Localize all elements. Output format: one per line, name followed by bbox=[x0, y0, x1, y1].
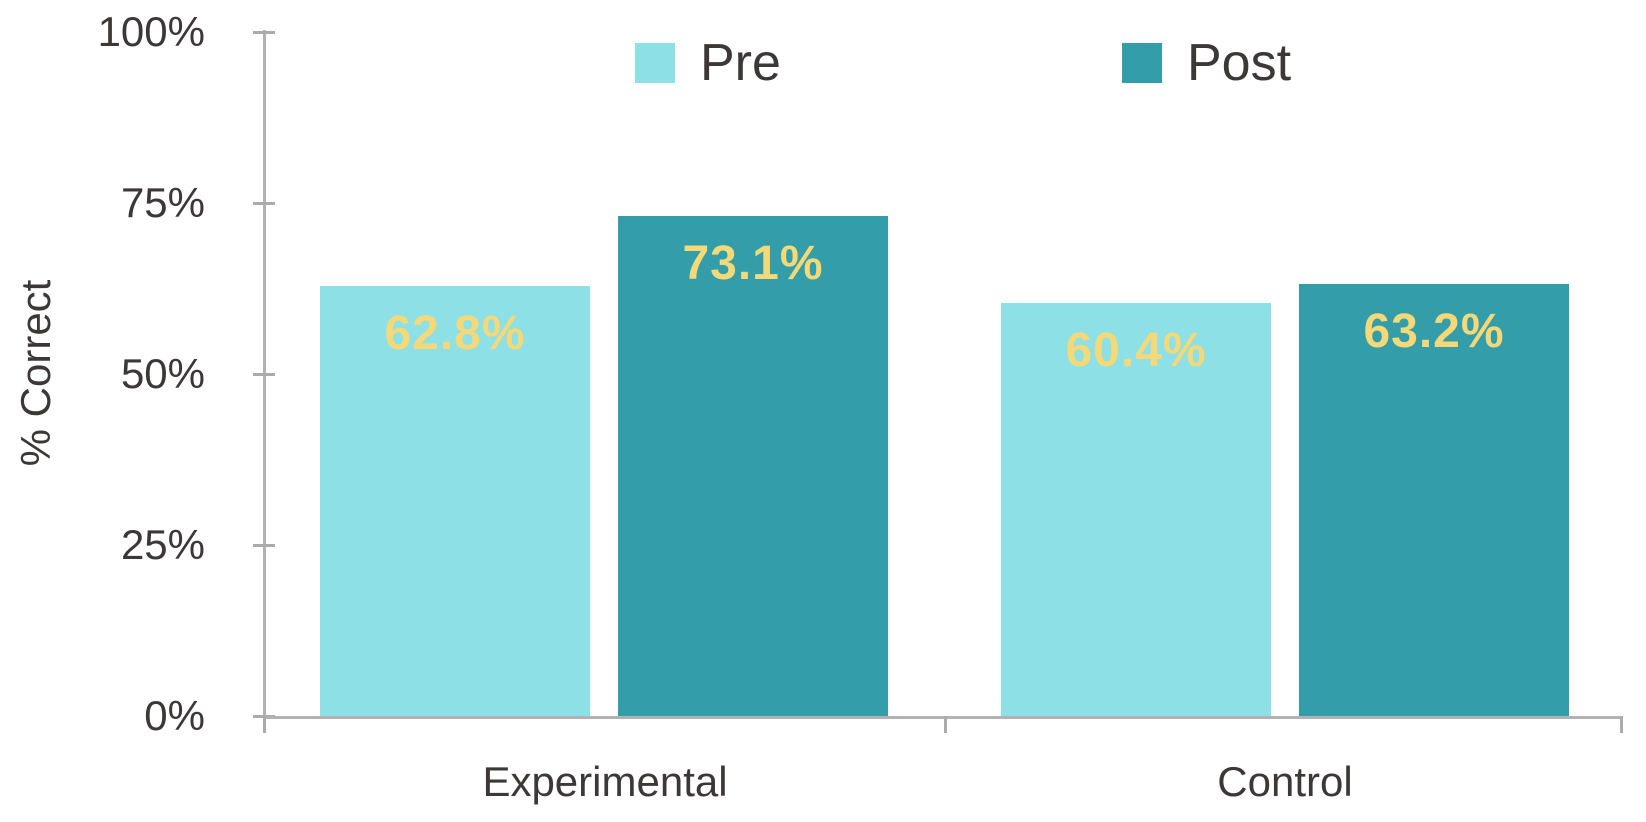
x-category-label-control: Control bbox=[1085, 760, 1485, 804]
bar-experimental-pre: 62.8% bbox=[320, 286, 590, 716]
y-tick-label-75: 75% bbox=[60, 181, 205, 225]
bar-control-post: 63.2% bbox=[1299, 284, 1569, 716]
legend-label-pre: Pre bbox=[700, 37, 781, 89]
y-tick-label-0: 0% bbox=[60, 694, 205, 738]
bar-value-label: 63.2% bbox=[1299, 304, 1569, 359]
bar-value-label: 62.8% bbox=[320, 306, 590, 361]
y-tick-mark-50 bbox=[253, 373, 275, 376]
legend-swatch-pre bbox=[635, 43, 675, 83]
y-tick-label-100: 100% bbox=[60, 10, 205, 54]
bar-experimental-post: 73.1% bbox=[618, 216, 888, 716]
x-category-label-experimental: Experimental bbox=[405, 760, 805, 804]
x-tick-mark-middle bbox=[944, 716, 947, 733]
legend-swatch-post bbox=[1122, 43, 1162, 83]
bar-control-pre: 60.4% bbox=[1001, 303, 1271, 716]
legend-label-post: Post bbox=[1187, 37, 1291, 89]
y-tick-mark-25 bbox=[253, 544, 275, 547]
y-tick-mark-75 bbox=[253, 202, 275, 205]
bar-value-label: 73.1% bbox=[618, 236, 888, 291]
bar-value-label: 60.4% bbox=[1001, 323, 1271, 378]
y-tick-label-25: 25% bbox=[60, 523, 205, 567]
y-tick-label-50: 50% bbox=[60, 352, 205, 396]
x-axis-line bbox=[263, 716, 1623, 719]
y-axis-title: % Correct bbox=[12, 280, 60, 467]
x-tick-mark-left bbox=[263, 716, 266, 733]
y-tick-mark-100 bbox=[253, 31, 275, 34]
x-tick-mark-right bbox=[1620, 716, 1623, 733]
